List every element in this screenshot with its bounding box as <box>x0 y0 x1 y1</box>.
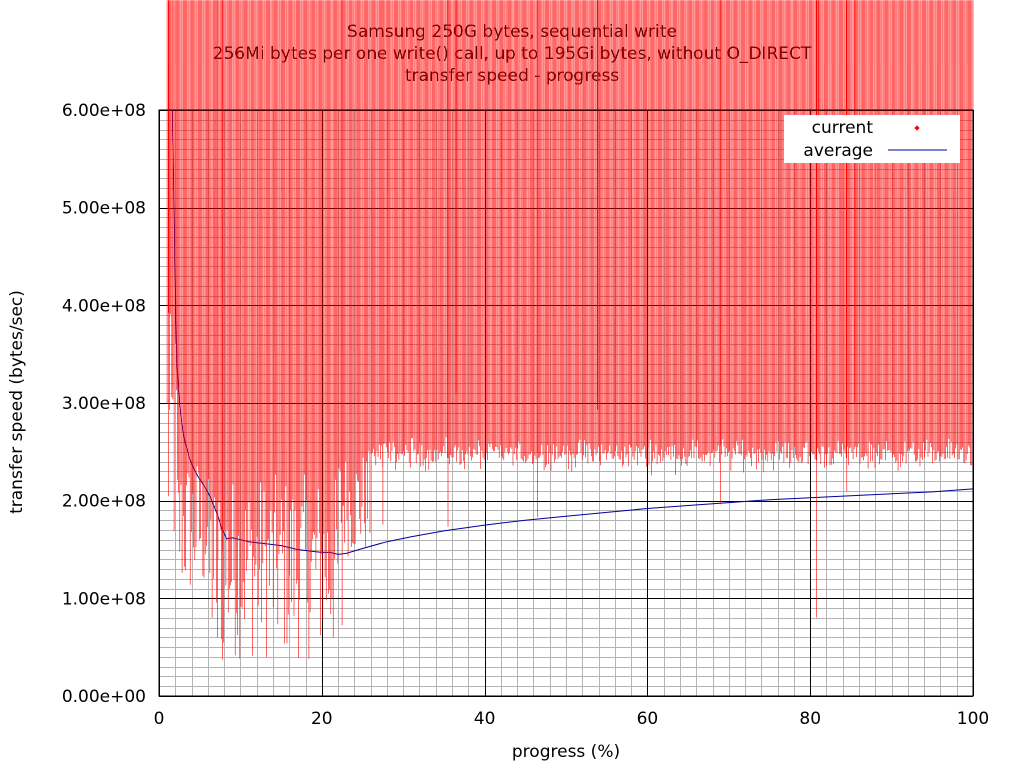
x-tick-label: 60 <box>637 709 659 729</box>
y-tick-label: 2.00e+08 <box>62 492 146 512</box>
legend-marker-current-point <box>914 125 920 131</box>
x-tick-label: 80 <box>799 709 821 729</box>
x-tick-label: 40 <box>474 709 496 729</box>
legend-background <box>784 115 960 163</box>
y-axis-label: transfer speed (bytes/sec) <box>7 290 27 514</box>
legend-label-current: current <box>812 118 874 138</box>
legend-label-average: average <box>803 141 873 161</box>
y-tick-label: 6.00e+08 <box>62 101 146 121</box>
y-tick-label: 1.00e+08 <box>62 589 146 609</box>
x-axis-label: progress (%) <box>512 742 620 762</box>
tick-labels: 0 20 40 60 80 100 0.00e+00 1.00e+08 2.00e+08 3.00… <box>62 101 989 729</box>
y-tick-label: 3.00e+08 <box>62 394 146 414</box>
x-tick-label: 100 <box>957 709 989 729</box>
legend-marker-current <box>914 125 920 131</box>
average-line <box>171 109 974 555</box>
x-tick-label: 20 <box>311 709 333 729</box>
legend: current average <box>784 115 960 163</box>
plot-border <box>158 109 974 697</box>
y-tick-label: 4.00e+08 <box>62 296 146 316</box>
x-tick-label: 0 <box>154 709 165 729</box>
average-series <box>171 109 974 555</box>
y-tick-label: 0.00e+00 <box>62 687 146 707</box>
y-tick-label: 5.00e+08 <box>62 199 146 219</box>
current-series <box>166 0 974 660</box>
